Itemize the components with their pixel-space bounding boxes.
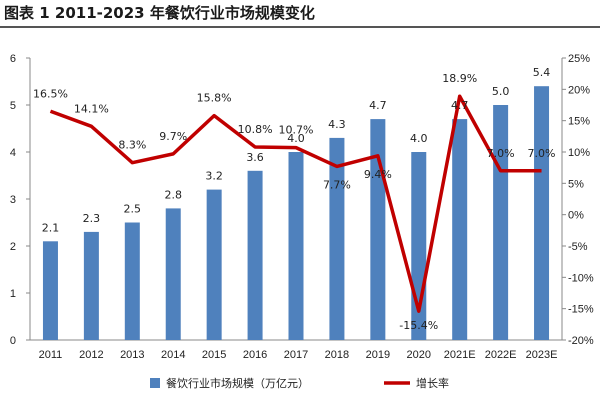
bar-data-label: 3.6 (246, 151, 264, 164)
bar-data-label: 3.2 (205, 170, 223, 183)
x-tick-label: 2021E (444, 349, 476, 361)
bar (493, 105, 509, 340)
legend-label-bar: 餐饮行业市场规模（万亿元） (166, 376, 309, 390)
bar (329, 137, 345, 340)
line-data-label: 14.1% (74, 102, 109, 115)
left-tick-label: 0 (10, 335, 16, 347)
bar-data-label: 2.1 (42, 221, 60, 234)
x-tick-label: 2019 (366, 349, 390, 361)
x-tick-label: 2020 (407, 349, 431, 361)
x-tick-label: 2012 (79, 349, 103, 361)
left-tick-label: 1 (10, 288, 16, 300)
x-tick-label: 2016 (243, 349, 267, 361)
left-tick-label: 2 (10, 241, 16, 253)
legend-swatch-bar (150, 378, 160, 388)
line-data-label: 7.0% (487, 147, 515, 160)
right-tick-label: 20% (568, 84, 590, 96)
right-tick-label: -10% (568, 272, 594, 284)
bar (206, 189, 222, 340)
bar-data-label: 5.4 (533, 66, 551, 79)
bar-data-label: 4.0 (287, 132, 305, 145)
bar (534, 86, 550, 340)
bar-data-label: 5.0 (492, 85, 510, 98)
bar-data-label: 4.7 (451, 99, 469, 112)
bar (452, 119, 468, 340)
line-data-label: 15.8% (197, 92, 232, 105)
bar (124, 222, 140, 340)
left-tick-label: 3 (10, 194, 16, 206)
bar-data-label: 2.3 (83, 212, 101, 225)
line-data-label: 7.7% (323, 178, 351, 191)
title-underline (0, 26, 600, 28)
line-data-label: 16.5% (33, 87, 68, 100)
chart-title: 图表 1 2011-2023 年餐饮行业市场规模变化 (4, 4, 315, 22)
x-tick-label: 2011 (39, 349, 63, 361)
line-data-label: 7.0% (528, 147, 556, 160)
left-tick-label: 5 (10, 100, 16, 112)
x-tick-label: 2018 (325, 349, 349, 361)
growth-rate-line (49, 94, 542, 313)
x-tick-label: 2022E (485, 349, 517, 361)
line-data-label: 8.3% (118, 139, 146, 152)
bar-data-label: 4.0 (410, 132, 428, 145)
x-tick-label: 2015 (202, 349, 226, 361)
right-tick-label: -5% (568, 241, 588, 253)
right-tick-label: -20% (568, 335, 594, 347)
legend-label-line: 增长率 (416, 376, 449, 390)
bar-data-label: 2.8 (164, 188, 182, 201)
line-data-label: -15.4% (399, 319, 438, 332)
right-tick-label: 5% (568, 178, 584, 190)
left-tick-label: 4 (10, 147, 16, 159)
bar (247, 170, 263, 340)
left-tick-label: 6 (10, 53, 16, 65)
bar (288, 152, 304, 340)
right-tick-label: -15% (568, 304, 594, 316)
right-tick-label: 0% (568, 210, 584, 222)
bar-data-label: 2.5 (124, 203, 142, 216)
x-tick-label: 2014 (161, 349, 185, 361)
bar (83, 231, 99, 340)
line-data-label: 9.4% (364, 168, 392, 181)
x-tick-label: 2017 (284, 349, 308, 361)
line-data-label: 9.7% (159, 130, 187, 143)
bar-data-label: 4.3 (328, 118, 346, 131)
bar (370, 119, 386, 340)
right-tick-label: 10% (568, 147, 590, 159)
bar (42, 241, 58, 340)
x-tick-label: 2013 (120, 349, 144, 361)
line-data-label: 18.9% (442, 72, 477, 85)
x-tick-label: 2023E (526, 349, 558, 361)
bar (165, 208, 181, 340)
line-data-label: 10.7% (279, 124, 314, 137)
line-data-label: 10.8% (238, 123, 273, 136)
right-tick-label: 15% (568, 116, 590, 128)
bar-data-label: 4.7 (369, 99, 387, 112)
right-tick-label: 25% (568, 53, 590, 65)
